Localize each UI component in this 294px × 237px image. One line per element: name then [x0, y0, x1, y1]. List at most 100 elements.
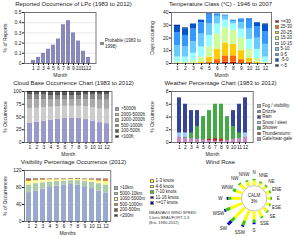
- svg-text:2: 2: [35, 223, 38, 229]
- svg-text:5: 5: [202, 144, 205, 150]
- svg-text:Month: Month: [61, 151, 75, 157]
- svg-text:1: 1: [28, 223, 31, 229]
- svg-text:Month: Month: [53, 72, 67, 78]
- svg-text:40: 40: [163, 9, 169, 15]
- svg-text:40: 40: [16, 201, 22, 207]
- svg-text:20: 20: [163, 35, 169, 41]
- svg-text:25: 25: [16, 126, 22, 132]
- svg-text:12: 12: [104, 144, 110, 150]
- svg-text:9: 9: [240, 65, 243, 71]
- svg-text:6: 6: [57, 65, 60, 71]
- svg-text:6: 6: [166, 101, 169, 107]
- svg-text:3: 3: [42, 65, 45, 71]
- svg-text:0.5: 0.5: [15, 9, 22, 15]
- svg-text:10: 10: [247, 65, 253, 71]
- svg-text:0.3: 0.3: [15, 30, 22, 36]
- svg-text:3: 3: [190, 144, 193, 150]
- svg-text:80: 80: [16, 184, 22, 190]
- svg-text:% Occurrence: % Occurrence: [149, 101, 155, 133]
- svg-text:% Occurrence: % Occurrence: [2, 101, 8, 133]
- svg-text:6: 6: [208, 144, 211, 150]
- svg-text:12: 12: [243, 144, 249, 150]
- svg-text:1: 1: [29, 144, 32, 150]
- svg-text:2: 2: [184, 65, 187, 71]
- svg-text:10: 10: [231, 144, 237, 150]
- svg-text:% of Occurrences: % of Occurrences: [2, 176, 8, 216]
- svg-text:50: 50: [16, 114, 22, 120]
- svg-text:5: 5: [57, 144, 60, 150]
- svg-text:8: 8: [67, 65, 70, 71]
- svg-text:0: 0: [19, 60, 22, 66]
- svg-text:SW: SW: [220, 226, 228, 231]
- svg-text:0: 0: [19, 218, 22, 224]
- svg-text:11: 11: [97, 144, 102, 150]
- svg-text:8: 8: [166, 88, 169, 94]
- svg-text:Days occurring: Days occurring: [149, 21, 155, 55]
- svg-text:WNW: WNW: [221, 184, 233, 189]
- svg-text:2: 2: [184, 144, 187, 150]
- svg-text:W: W: [218, 195, 223, 200]
- svg-text:11: 11: [96, 223, 101, 229]
- svg-text:0.4: 0.4: [15, 19, 22, 25]
- svg-text:% of Reports: % of Reports: [2, 23, 8, 52]
- svg-text:Month: Month: [205, 151, 219, 157]
- svg-text:8: 8: [77, 223, 80, 229]
- svg-text:Month: Month: [215, 72, 229, 78]
- svg-text:5: 5: [56, 223, 59, 229]
- svg-text:10: 10: [163, 47, 169, 53]
- svg-text:2: 2: [37, 65, 40, 71]
- svg-text:ENE: ENE: [272, 186, 281, 191]
- svg-text:120: 120: [13, 167, 22, 173]
- svg-text:4: 4: [49, 223, 52, 229]
- svg-text:8: 8: [220, 144, 223, 150]
- svg-text:4: 4: [196, 144, 199, 150]
- svg-text:12: 12: [86, 65, 92, 71]
- svg-text:7: 7: [70, 223, 73, 229]
- svg-text:4: 4: [200, 65, 203, 71]
- svg-text:4: 4: [50, 144, 53, 150]
- svg-text:S: S: [253, 228, 256, 233]
- svg-text:NW: NW: [231, 176, 239, 181]
- svg-text:ESE: ESE: [272, 205, 281, 210]
- svg-text:NNW: NNW: [239, 171, 250, 176]
- svg-text:8: 8: [232, 65, 235, 71]
- svg-text:9: 9: [226, 144, 229, 150]
- svg-text:SSE: SSE: [260, 221, 269, 226]
- svg-text:4: 4: [166, 114, 169, 120]
- svg-text:0: 0: [166, 60, 169, 66]
- svg-text:0: 0: [19, 139, 22, 145]
- svg-text:3: 3: [43, 144, 46, 150]
- svg-text:11: 11: [255, 65, 260, 71]
- svg-text:NE: NE: [268, 178, 274, 183]
- svg-text:75: 75: [16, 101, 22, 107]
- svg-text:6: 6: [216, 65, 219, 71]
- svg-text:7: 7: [224, 65, 227, 71]
- svg-text:30: 30: [163, 22, 169, 28]
- svg-text:6: 6: [63, 223, 66, 229]
- svg-text:8: 8: [78, 144, 81, 150]
- svg-text:2: 2: [166, 126, 169, 132]
- svg-text:SE: SE: [269, 214, 275, 219]
- svg-text:5: 5: [208, 65, 211, 71]
- svg-text:N: N: [252, 169, 255, 174]
- svg-text:0.1: 0.1: [15, 50, 22, 56]
- svg-text:9: 9: [84, 223, 87, 229]
- svg-text:12: 12: [263, 65, 269, 71]
- svg-text:SSW: SSW: [235, 229, 246, 234]
- svg-text:3: 3: [192, 65, 195, 71]
- svg-text:10: 10: [90, 144, 96, 150]
- svg-text:3: 3: [42, 223, 45, 229]
- svg-text:WSW: WSW: [213, 210, 225, 215]
- svg-text:1: 1: [178, 144, 181, 150]
- svg-text:4: 4: [47, 65, 50, 71]
- svg-text:7: 7: [71, 144, 74, 150]
- svg-text:0: 0: [166, 139, 169, 145]
- svg-text:9: 9: [85, 144, 88, 150]
- svg-text:7: 7: [62, 65, 65, 71]
- svg-text:11: 11: [237, 144, 242, 150]
- svg-text:100: 100: [13, 88, 22, 94]
- svg-text:7: 7: [214, 144, 217, 150]
- svg-text:NNE: NNE: [259, 173, 268, 178]
- svg-text:CALM: CALM: [248, 192, 261, 197]
- svg-text:2: 2: [36, 144, 39, 150]
